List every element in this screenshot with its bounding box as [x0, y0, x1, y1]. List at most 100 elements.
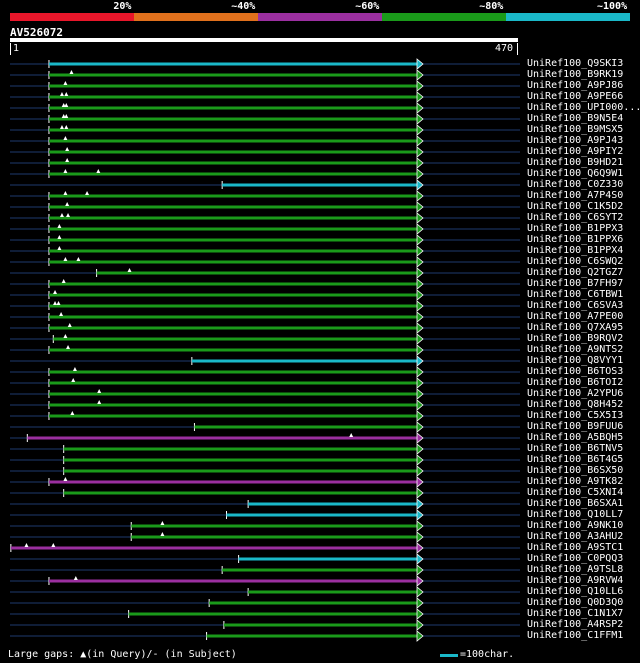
hit-row[interactable]: [10, 520, 520, 532]
hit-row[interactable]: [10, 278, 520, 290]
hit-label[interactable]: UniRef100_C5X5I3: [527, 410, 624, 421]
hit-row[interactable]: [10, 311, 520, 323]
hit-label[interactable]: UniRef100_C1FFM1: [527, 630, 624, 641]
hit-label[interactable]: UniRef100_A9NK10: [527, 520, 624, 531]
hit-label[interactable]: UniRef100_A2YPU6: [527, 388, 624, 399]
hit-label[interactable]: UniRef100_A3AHU2: [527, 531, 624, 542]
hit-label[interactable]: UniRef100_Q2TGZ7: [527, 267, 624, 278]
hit-row[interactable]: [10, 388, 520, 400]
hit-label[interactable]: UniRef100_C6SWQ2: [527, 256, 624, 267]
hit-row[interactable]: [10, 454, 520, 466]
hit-row[interactable]: [10, 201, 520, 213]
hit-row[interactable]: [10, 344, 520, 356]
hit-label[interactable]: UniRef100_B6SX50: [527, 465, 624, 476]
hit-row[interactable]: [10, 476, 520, 488]
hit-label[interactable]: UniRef100_C6SVA3: [527, 300, 624, 311]
hit-label[interactable]: UniRef100_A9NTS2: [527, 344, 624, 355]
hit-label[interactable]: UniRef100_C1K5D2: [527, 201, 624, 212]
hit-row[interactable]: [10, 245, 520, 257]
hit-label[interactable]: UniRef100_C6SYT2: [527, 212, 624, 223]
hit-label[interactable]: UniRef100_A9TSL8: [527, 564, 624, 575]
hit-row[interactable]: [10, 333, 520, 345]
hit-label[interactable]: UniRef100_Q10LL6: [527, 586, 624, 597]
hit-row[interactable]: [10, 619, 520, 631]
hit-label[interactable]: UniRef100_A9PIY2: [527, 146, 624, 157]
hit-row[interactable]: [10, 234, 520, 246]
hit-row[interactable]: [10, 124, 520, 136]
hit-label[interactable]: UniRef100_Q8VYY1: [527, 355, 624, 366]
hit-label[interactable]: UniRef100_Q0D3Q0: [527, 597, 624, 608]
hit-label[interactable]: UniRef100_UPI000...: [527, 102, 640, 113]
hit-row[interactable]: [10, 355, 520, 367]
hit-row[interactable]: [10, 377, 520, 389]
hit-label[interactable]: UniRef100_C0PQQ3: [527, 553, 624, 564]
hit-label[interactable]: UniRef100_B6TOS3: [527, 366, 624, 377]
hit-label[interactable]: UniRef100_B1PPX6: [527, 234, 624, 245]
hit-label[interactable]: UniRef100_A9PJ86: [527, 80, 624, 91]
hit-row[interactable]: [10, 146, 520, 158]
hit-row[interactable]: [10, 608, 520, 620]
hit-row[interactable]: [10, 498, 520, 510]
hit-label[interactable]: UniRef100_C6TBW1: [527, 289, 624, 300]
hit-label[interactable]: UniRef100_A7PE00: [527, 311, 624, 322]
hit-row[interactable]: [10, 102, 520, 114]
hit-row[interactable]: [10, 597, 520, 609]
hit-row[interactable]: [10, 531, 520, 543]
hit-label[interactable]: UniRef100_B9N5E4: [527, 113, 624, 124]
hit-label[interactable]: UniRef100_B1PPX4: [527, 245, 624, 256]
hit-row[interactable]: [10, 80, 520, 92]
hit-row[interactable]: [10, 443, 520, 455]
hit-row[interactable]: [10, 399, 520, 411]
hit-row[interactable]: [10, 223, 520, 235]
hit-label[interactable]: UniRef100_C5XNI4: [527, 487, 624, 498]
hit-row[interactable]: [10, 564, 520, 576]
hit-label[interactable]: UniRef100_B1PPX3: [527, 223, 624, 234]
hit-row[interactable]: [10, 179, 520, 191]
hit-row[interactable]: [10, 410, 520, 422]
hit-label[interactable]: UniRef100_B6SXA1: [527, 498, 624, 509]
hit-row[interactable]: [10, 421, 520, 433]
hit-row[interactable]: [10, 256, 520, 268]
hit-label[interactable]: UniRef100_B6TOI2: [527, 377, 624, 388]
hit-row[interactable]: [10, 322, 520, 334]
hit-label[interactable]: UniRef100_Q6Q9W1: [527, 168, 624, 179]
hit-label[interactable]: UniRef100_A9STC1: [527, 542, 624, 553]
hit-label[interactable]: UniRef100_B9MSX5: [527, 124, 624, 135]
hit-label[interactable]: UniRef100_B6T4G5: [527, 454, 624, 465]
hit-row[interactable]: [10, 553, 520, 565]
hit-label[interactable]: UniRef100_Q8H452: [527, 399, 624, 410]
hit-row[interactable]: [10, 135, 520, 147]
hit-row[interactable]: [10, 630, 520, 642]
hit-label[interactable]: UniRef100_A7P4S0: [527, 190, 624, 201]
hit-row[interactable]: [10, 58, 520, 70]
hit-label[interactable]: UniRef100_C1N1X7: [527, 608, 624, 619]
hit-row[interactable]: [10, 586, 520, 598]
hit-label[interactable]: UniRef100_B9RK19: [527, 69, 624, 80]
hit-label[interactable]: UniRef100_A9TK82: [527, 476, 624, 487]
hit-row[interactable]: [10, 289, 520, 301]
hit-row[interactable]: [10, 212, 520, 224]
hit-row[interactable]: [10, 465, 520, 477]
hit-row[interactable]: [10, 432, 520, 444]
hit-label[interactable]: UniRef100_A9PE66: [527, 91, 624, 102]
hit-label[interactable]: UniRef100_B9RQV2: [527, 333, 624, 344]
hit-row[interactable]: [10, 168, 520, 180]
hit-label[interactable]: UniRef100_Q9SKI3: [527, 58, 624, 69]
hit-row[interactable]: [10, 300, 520, 312]
hit-label[interactable]: UniRef100_Q7XA95: [527, 322, 624, 333]
hit-row[interactable]: [10, 487, 520, 499]
hit-label[interactable]: UniRef100_A9RVW4: [527, 575, 624, 586]
hit-label[interactable]: UniRef100_A5BQH5: [527, 432, 624, 443]
hit-label[interactable]: UniRef100_A4RSP2: [527, 619, 624, 630]
hit-row[interactable]: [10, 190, 520, 202]
hit-row[interactable]: [10, 509, 520, 521]
hit-row[interactable]: [10, 575, 520, 587]
hit-row[interactable]: [10, 157, 520, 169]
hit-label[interactable]: UniRef100_B9HD21: [527, 157, 624, 168]
hit-row[interactable]: [10, 267, 520, 279]
hit-label[interactable]: UniRef100_C0Z330: [527, 179, 624, 190]
hit-label[interactable]: UniRef100_B9FUU6: [527, 421, 624, 432]
hit-label[interactable]: UniRef100_A9PJ43: [527, 135, 624, 146]
hit-row[interactable]: [10, 91, 520, 103]
hit-label[interactable]: UniRef100_Q10LL7: [527, 509, 624, 520]
